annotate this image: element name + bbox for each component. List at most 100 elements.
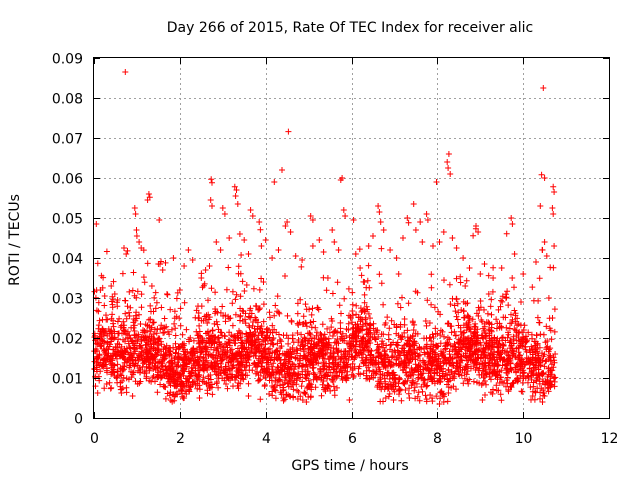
data-point	[333, 345, 340, 352]
data-point	[314, 376, 320, 383]
data-point	[423, 383, 430, 390]
data-point	[303, 399, 310, 405]
data-point	[181, 299, 188, 306]
data-point	[310, 318, 317, 325]
data-point	[241, 237, 248, 243]
data-point	[243, 351, 250, 358]
data-point	[519, 388, 526, 395]
data-point	[345, 285, 352, 292]
data-point	[192, 367, 199, 374]
data-point	[118, 352, 124, 359]
data-point	[147, 316, 154, 323]
data-point	[123, 315, 130, 322]
data-point	[179, 331, 186, 338]
x-axis-label: GPS time / hours	[291, 458, 408, 474]
data-point	[271, 179, 278, 185]
data-point	[111, 362, 118, 369]
data-point	[300, 313, 307, 320]
data-point	[131, 205, 138, 211]
data-point	[380, 301, 387, 308]
data-point	[256, 305, 263, 312]
data-point	[423, 211, 430, 217]
data-point	[380, 331, 387, 338]
data-point	[419, 375, 426, 382]
data-point	[181, 263, 188, 269]
data-point	[538, 370, 545, 377]
data-point	[151, 362, 158, 369]
data-point	[117, 379, 124, 386]
data-point	[473, 310, 480, 317]
data-point	[196, 328, 203, 335]
data-point	[406, 349, 413, 356]
data-point	[481, 323, 488, 330]
data-point	[190, 345, 197, 352]
data-point	[503, 369, 510, 376]
data-point	[178, 381, 185, 388]
data-point	[414, 330, 421, 337]
data-point	[291, 371, 298, 377]
data-point	[423, 343, 429, 350]
data-point	[275, 247, 282, 253]
data-point	[233, 187, 240, 193]
data-point	[497, 374, 504, 381]
data-point	[239, 340, 246, 347]
data-point	[94, 368, 100, 375]
data-point	[505, 331, 512, 338]
data-point	[150, 373, 157, 380]
data-point	[294, 330, 301, 336]
data-point	[484, 310, 491, 317]
data-point	[520, 271, 527, 277]
data-point	[101, 293, 108, 299]
data-point	[272, 387, 279, 394]
data-point	[129, 356, 135, 363]
data-point	[240, 376, 247, 383]
data-point	[95, 308, 102, 315]
data-point	[108, 283, 115, 289]
data-point	[156, 217, 163, 223]
data-point	[463, 336, 470, 343]
data-point	[106, 379, 113, 386]
data-point	[214, 360, 221, 367]
data-point	[91, 330, 98, 337]
data-point	[360, 278, 367, 285]
data-point	[200, 282, 207, 289]
data-point	[164, 390, 171, 397]
data-point	[534, 314, 541, 321]
data-point	[229, 288, 236, 295]
data-point	[195, 362, 202, 369]
data-point	[217, 247, 224, 253]
data-point	[496, 324, 503, 331]
data-point	[112, 343, 119, 350]
data-point	[432, 325, 439, 332]
data-point	[147, 337, 154, 344]
data-point	[162, 395, 169, 402]
data-point	[166, 344, 173, 351]
data-point	[506, 339, 513, 346]
data-point	[250, 331, 257, 337]
data-point	[323, 350, 330, 357]
data-point	[294, 356, 301, 363]
data-point	[498, 297, 504, 304]
data-point	[463, 320, 470, 327]
data-point	[132, 360, 139, 367]
data-point	[160, 369, 167, 375]
data-point	[225, 359, 232, 366]
data-point	[222, 340, 228, 347]
data-point	[96, 317, 103, 324]
data-point	[450, 343, 456, 350]
data-point	[200, 357, 207, 364]
data-point	[357, 349, 364, 356]
data-point	[214, 321, 221, 328]
data-point	[332, 369, 339, 376]
data-point	[537, 203, 544, 209]
data-point	[266, 309, 273, 316]
data-point	[511, 251, 518, 257]
data-point	[424, 350, 431, 357]
data-point	[511, 307, 518, 314]
data-point	[397, 321, 404, 328]
data-point	[102, 347, 108, 354]
data-point	[439, 328, 446, 335]
data-point	[466, 265, 473, 271]
data-point	[237, 313, 244, 320]
data-point	[148, 378, 155, 385]
